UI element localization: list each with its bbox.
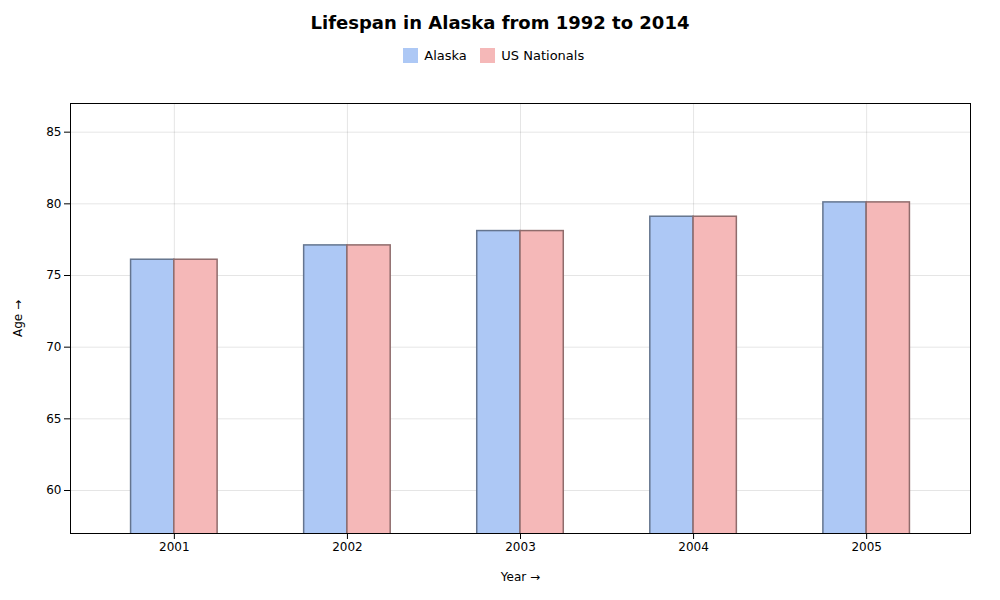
svg-text:2005: 2005 xyxy=(851,540,882,554)
svg-text:2001: 2001 xyxy=(159,540,190,554)
svg-text:2002: 2002 xyxy=(332,540,363,554)
svg-text:Age →: Age → xyxy=(11,299,25,336)
html-text:Alaska: Alaska xyxy=(424,48,467,63)
svg-text:75: 75 xyxy=(46,268,61,282)
svg-text:60: 60 xyxy=(46,483,61,497)
svg-text:80: 80 xyxy=(46,196,61,210)
svg-text:Year →: Year → xyxy=(500,569,540,583)
svg-text:2004: 2004 xyxy=(678,540,709,554)
html-text:US Nationals: US Nationals xyxy=(501,48,585,63)
svg-text:65: 65 xyxy=(46,411,61,425)
html-text:Lifespan in Alaska from 1992 t: Lifespan in Alaska from 1992 to 2014 xyxy=(310,12,690,33)
svg-text:85: 85 xyxy=(46,125,61,139)
svg-text:70: 70 xyxy=(46,340,61,354)
svg-text:2003: 2003 xyxy=(505,540,536,554)
